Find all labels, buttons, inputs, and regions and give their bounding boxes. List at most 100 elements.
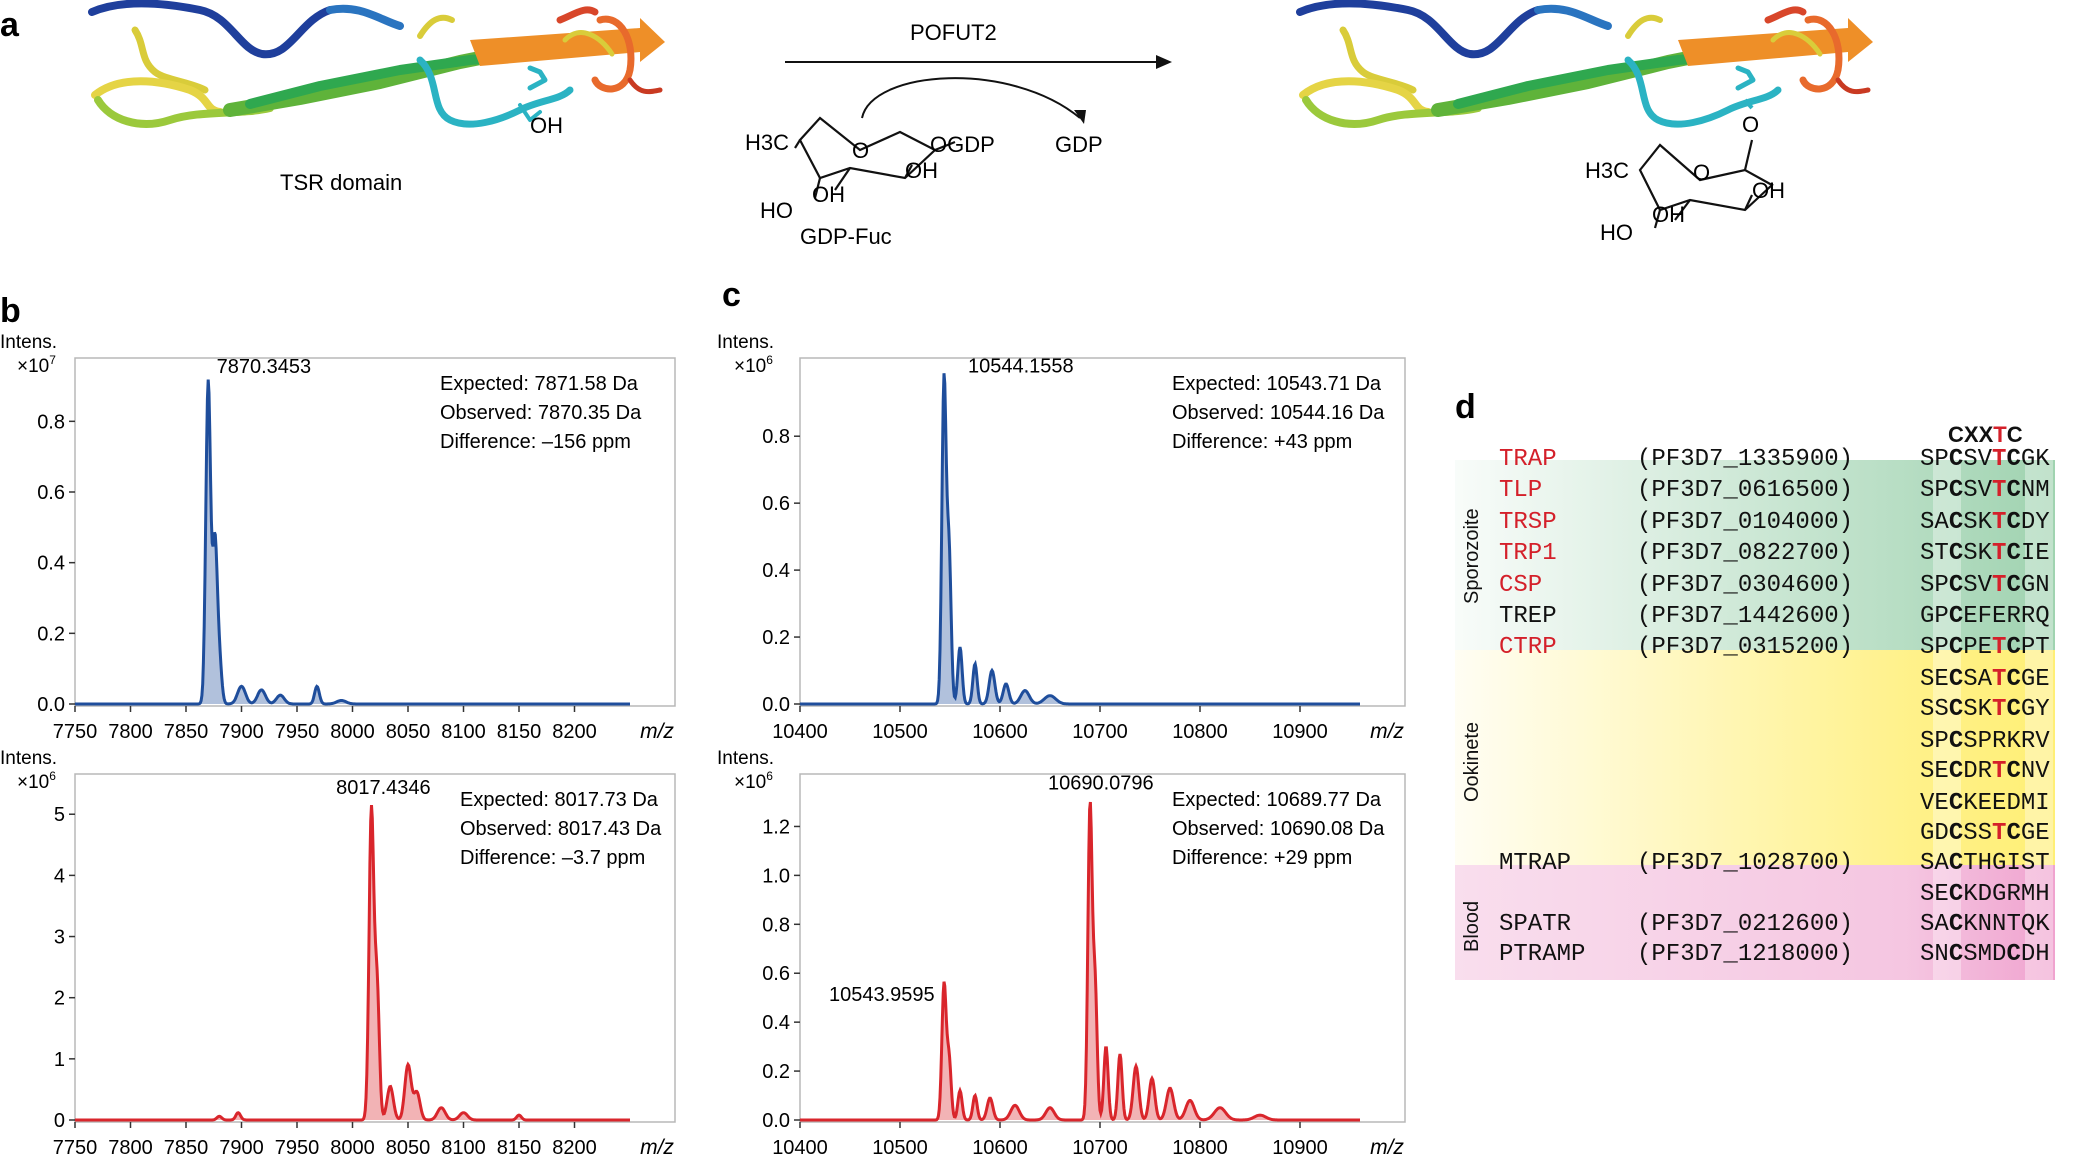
x-tick-label: 10700 [1072, 721, 1128, 743]
motif-sequence: SPCSVTCGN [1920, 572, 2050, 599]
x-tick-label: 8000 [330, 1137, 375, 1158]
y-tick-label: 0.6 [762, 493, 790, 515]
y-tick-label: 0.6 [37, 482, 65, 504]
motif-sequence: SECDRTCNV [1920, 758, 2050, 785]
x-tick-label: 10500 [872, 1137, 928, 1158]
x-tick-label: 10600 [972, 1137, 1028, 1158]
gene-id: (PF3D7_0315200) [1637, 634, 1854, 661]
motif-column-shade-2 [2025, 460, 2053, 980]
y-tick-label: 0.8 [762, 426, 790, 448]
panel-label-c: c [722, 276, 741, 314]
plot-frame [74, 357, 676, 707]
mass-annotation: Expected: 10689.77 Da [1172, 789, 1382, 811]
y-tick-label: 1 [54, 1049, 65, 1071]
product-oh-label-2: OH [1652, 202, 1685, 227]
x-tick-label: 7800 [108, 1137, 153, 1158]
y-tick-label: 0.0 [37, 694, 65, 716]
x-tick-label: 7800 [108, 721, 153, 743]
x-tick-label: 10400 [772, 1137, 828, 1158]
protein-name: CSP [1499, 572, 1543, 599]
x-tick-label: 7950 [275, 721, 320, 743]
x-tick-label: 7900 [219, 1137, 264, 1158]
tsr-domain-label: TSR domain [280, 170, 402, 195]
y-tick-label: 0 [54, 1110, 65, 1132]
spectrum-trace [800, 801, 1360, 1122]
motif-sequence: GDCSSTCGE [1920, 820, 2050, 847]
gene-id: (PF3D7_0616500) [1637, 477, 1854, 504]
y-tick-label: 0.4 [37, 553, 65, 575]
product-ho-label: HO [1600, 220, 1633, 245]
stage-label-sporozoite: Sporozoite [1461, 508, 1483, 604]
panel-label-b: b [0, 292, 21, 330]
chart-b-top: Intens.×107 0.0 0.2 0.4 0.6 0.8 7750 7800 7850 79… [0, 332, 676, 743]
x-axis-label: m/z [1370, 720, 1404, 743]
spectrum-trace [800, 373, 1360, 706]
glycosidic-o-label: O [1742, 112, 1759, 137]
protein-name: TLP [1499, 477, 1543, 504]
x-tick-label: 7750 [53, 1137, 98, 1158]
plot-frame [799, 357, 1406, 707]
sequence-table: CXXTC Sporozoite Ookinete Blood TRAP (PF3… [1455, 422, 2055, 980]
x-tick-label: 10800 [1172, 1137, 1228, 1158]
x-tick-label: 8200 [552, 1137, 597, 1158]
stage-label-ookinete: Ookinete [1461, 721, 1483, 802]
oh-label-3: OH [812, 182, 845, 207]
chart-c-bottom: Intens.×106 0.0 0.2 0.4 0.6 0.8 1.0 1.2 10400 105… [717, 748, 1406, 1158]
spectrum-trace [75, 379, 630, 706]
x-tick-label: 8050 [386, 721, 431, 743]
mass-annotation: Observed: 10690.08 Da [1172, 818, 1385, 840]
gdp-label: GDP [1055, 132, 1103, 157]
x-tick-label: 7750 [53, 721, 98, 743]
y-axis-unit: ×107 [17, 353, 56, 377]
y-tick-label: 0.6 [762, 963, 790, 985]
mass-annotation: Observed: 10544.16 Da [1172, 402, 1385, 424]
y-tick-label: 0.0 [762, 1110, 790, 1132]
protein-name: PTRAMP [1499, 941, 1586, 968]
x-tick-label: 10800 [1172, 721, 1228, 743]
gene-id: (PF3D7_0304600) [1637, 572, 1854, 599]
x-tick-label: 8100 [441, 1137, 486, 1158]
y-axis-label: Intens. [717, 748, 774, 769]
peak-label: 7870.3453 [217, 356, 312, 378]
gdp-fuc-structure [794, 116, 956, 199]
motif-sequence: SECSATCGE [1920, 666, 2050, 693]
motif-sequence: SPCPETCPT [1920, 634, 2050, 661]
motif-sequence: SPCSPRKRV [1920, 728, 2050, 755]
tsr-structure-right [1296, 0, 1873, 128]
mass-annotation: Difference: –3.7 ppm [460, 847, 645, 869]
x-tick-label: 10600 [972, 721, 1028, 743]
y-axis-label: Intens. [0, 748, 57, 769]
reaction-arrow-head [1156, 55, 1172, 69]
motif-sequence: SECKDGRMH [1920, 881, 2050, 908]
y-tick-label: 1.2 [762, 816, 790, 838]
y-axis-unit: ×106 [17, 769, 56, 793]
motif-sequence: VECKEEDMI [1920, 790, 2050, 817]
plot-frame [799, 773, 1406, 1123]
curved-arrow-head [1074, 110, 1086, 124]
y-axis-unit: ×106 [734, 769, 773, 793]
spectrum-trace [75, 805, 630, 1122]
motif-header: CXXTC [1948, 422, 2023, 447]
y-tick-label: 0.8 [762, 914, 790, 936]
band-blood [1455, 865, 2055, 980]
mass-annotation: Expected: 8017.73 Da [460, 789, 659, 811]
peak-label: 8017.4346 [336, 777, 431, 799]
y-axis-label: Intens. [0, 332, 57, 353]
x-tick-label: 10900 [1272, 1137, 1328, 1158]
mass-annotation: Difference: +29 ppm [1172, 847, 1352, 869]
protein-name: MTRAP [1499, 850, 1572, 877]
x-axis-label: m/z [640, 720, 674, 743]
mass-annotation: Observed: 8017.43 Da [460, 818, 662, 840]
panel-label-d: d [1455, 388, 1476, 426]
chart-b-bottom: Intens.×106 0 1 2 3 4 5 7750 7800 7850 7900 7950 800… [0, 748, 676, 1158]
motif-sequence: SSCSKTCGY [1920, 696, 2050, 723]
y-tick-label: 0.2 [762, 1061, 790, 1083]
protein-name: SPATR [1499, 911, 1572, 938]
y-tick-label: 0.8 [37, 411, 65, 433]
y-tick-label: 0.2 [762, 627, 790, 649]
gene-id: (PF3D7_1218000) [1637, 941, 1854, 968]
x-tick-label: 8100 [441, 721, 486, 743]
protein-name: TREP [1499, 603, 1557, 630]
x-tick-label: 7950 [275, 1137, 320, 1158]
